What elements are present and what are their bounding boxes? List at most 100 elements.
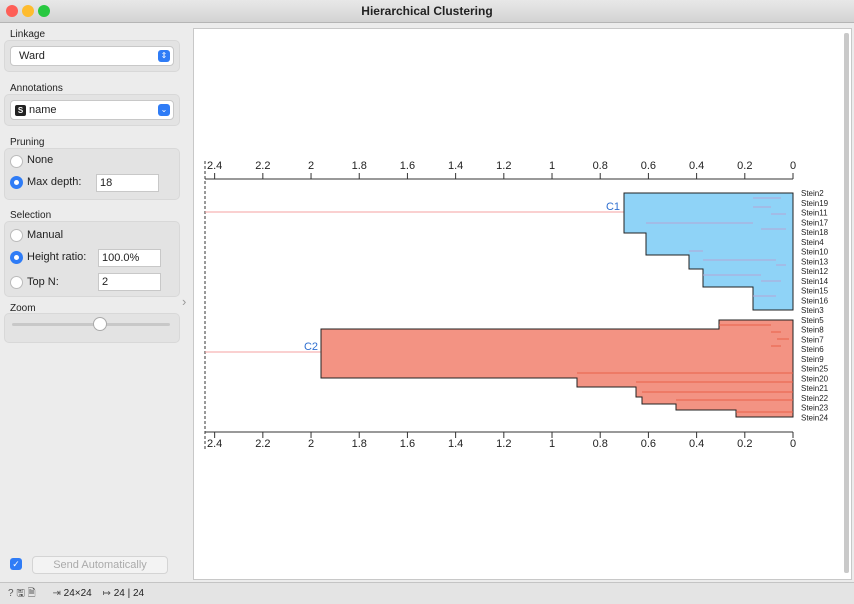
combo-arrow: ⇕ bbox=[158, 50, 170, 62]
section-label: Linkage bbox=[10, 29, 46, 40]
dendrogram-view: C1 C2 2.4 2.4 2.2 2.2 2 2 1.8 1.8 1.6 1.6 1.4 1.4 1.… bbox=[193, 28, 852, 580]
radio-button[interactable] bbox=[10, 251, 23, 264]
leaf-label: Stein9 bbox=[801, 355, 824, 364]
string-icon: S bbox=[15, 105, 26, 116]
dendrogram: C1 C2 2.4 2.4 2.2 2.2 2 2 1.8 1.8 1.6 1.6 1.4 1.4 1.… bbox=[204, 33, 849, 573]
minimize-button[interactable] bbox=[22, 5, 34, 17]
linkage-combo[interactable]: Ward ⇕ bbox=[10, 46, 174, 66]
radio-label: None bbox=[27, 154, 54, 166]
group-box bbox=[4, 313, 180, 343]
combo-value: Ward bbox=[19, 50, 45, 62]
leaf-label: Stein16 bbox=[801, 296, 829, 305]
radio-label: Top N: bbox=[27, 276, 59, 288]
section-label: Pruning bbox=[10, 137, 45, 148]
zoom-slider[interactable] bbox=[12, 323, 170, 326]
bottom-tick-label: 2 bbox=[308, 438, 314, 450]
zoom-button[interactable] bbox=[38, 5, 50, 17]
top-tick-label: 2.2 bbox=[255, 160, 270, 172]
leaf-label: Stein17 bbox=[801, 218, 829, 227]
top-tick-label: 0.8 bbox=[593, 160, 608, 172]
radio-button[interactable] bbox=[10, 176, 23, 189]
bottom-tick-label: 1.6 bbox=[400, 438, 415, 450]
spin-value: 2 bbox=[102, 276, 109, 288]
status-bar: ? 🖫 🗎 ⇥ 24×24 ↦ 24 | 24 bbox=[0, 582, 854, 604]
button-label: Send Automatically bbox=[53, 559, 147, 571]
leaf-label: Stein3 bbox=[801, 306, 824, 315]
scrollbar bbox=[844, 33, 849, 573]
bottom-tick-label: 0.6 bbox=[641, 438, 656, 450]
top-tick-label: 0 bbox=[790, 160, 796, 172]
leaf-label: Stein23 bbox=[801, 404, 829, 413]
top-n-spin[interactable]: 2 bbox=[98, 273, 161, 291]
top-tick-label: 1.2 bbox=[496, 160, 511, 172]
slider-handle[interactable] bbox=[93, 317, 107, 331]
leaf-label: Stein5 bbox=[801, 316, 824, 325]
leaf-label: Stein4 bbox=[801, 238, 824, 247]
leaf-label: Stein14 bbox=[801, 277, 829, 286]
leaf-label: Stein7 bbox=[801, 335, 824, 344]
max-depth-spin[interactable]: 18 bbox=[96, 174, 159, 192]
top-tick-label: 0.4 bbox=[689, 160, 704, 172]
window-title: Hierarchical Clustering bbox=[361, 4, 493, 18]
bottom-tick-label: 1.8 bbox=[352, 438, 367, 450]
leaf-label: Stein11 bbox=[801, 209, 828, 218]
leaf-label: Stein24 bbox=[801, 413, 829, 422]
leaf-label: Stein10 bbox=[801, 248, 829, 257]
bottom-tick-label: 0.2 bbox=[737, 438, 752, 450]
cluster-c1[interactable] bbox=[623, 192, 794, 311]
bottom-tick-label: 1 bbox=[549, 438, 555, 450]
spin-value: 100.0% bbox=[102, 252, 140, 264]
top-tick-label: 1.8 bbox=[352, 160, 367, 172]
section-label: Zoom bbox=[10, 303, 36, 314]
radio-label: Max depth: bbox=[27, 176, 82, 188]
bottom-tick-label: 1.4 bbox=[448, 438, 463, 450]
leaf-label: Stein13 bbox=[801, 257, 829, 266]
bottom-tick-label: 0 bbox=[790, 438, 796, 450]
bottom-tick-label: 0.4 bbox=[689, 438, 704, 450]
top-tick-label: 2 bbox=[308, 160, 314, 172]
spin-value: 18 bbox=[100, 177, 113, 189]
leaf-label: Stein18 bbox=[801, 228, 829, 237]
top-tick-label: 1.4 bbox=[448, 160, 463, 172]
radio-button[interactable] bbox=[10, 276, 23, 289]
bottom-tick-label: 2.2 bbox=[255, 438, 270, 450]
collapse-arrow[interactable]: › bbox=[182, 294, 187, 309]
leaf-label: Stein6 bbox=[801, 345, 824, 354]
radio-button[interactable] bbox=[10, 155, 23, 168]
input-icon: ⇥ bbox=[52, 588, 61, 599]
section-label: Selection bbox=[10, 210, 52, 221]
leaf-label: Stein25 bbox=[801, 365, 829, 374]
height-ratio-spin[interactable]: 100.0% bbox=[98, 249, 161, 267]
leaf-label: Stein15 bbox=[801, 287, 829, 296]
top-tick-label: 2.4 bbox=[207, 160, 222, 172]
bottom-tick-label: 2.4 bbox=[207, 438, 222, 450]
leaf-label: Stein2 bbox=[801, 189, 824, 198]
output-icon: ↦ bbox=[102, 588, 111, 599]
bottom-tick-label: 1.2 bbox=[496, 438, 511, 450]
radio-button[interactable] bbox=[10, 229, 23, 242]
checkbox[interactable]: ✓ bbox=[10, 558, 22, 570]
bottom-tick-label: 0.8 bbox=[593, 438, 608, 450]
send-button[interactable]: Send Automatically bbox=[32, 556, 168, 574]
cluster-label: C1 bbox=[606, 201, 620, 213]
leaf-label: Stein8 bbox=[801, 326, 824, 335]
top-tick-label: 1.6 bbox=[400, 160, 415, 172]
top-tick-label: 0.6 bbox=[641, 160, 656, 172]
top-tick-label: 1 bbox=[549, 160, 555, 172]
top-tick-label: 0.2 bbox=[737, 160, 752, 172]
leaf-label: Stein21 bbox=[801, 384, 829, 393]
output-summary: 24 | 24 bbox=[113, 588, 145, 599]
section-label: Annotations bbox=[10, 83, 63, 94]
leaf-label: Stein22 bbox=[801, 394, 829, 403]
combo-arrow: ⌄ bbox=[158, 104, 170, 116]
status-icons[interactable]: ? 🖫 🗎 bbox=[8, 588, 36, 599]
leaf-label: Stein19 bbox=[801, 199, 829, 208]
close-button[interactable] bbox=[6, 5, 18, 17]
cluster-c2[interactable] bbox=[320, 319, 794, 418]
branch bbox=[646, 197, 786, 297]
combo-value: name bbox=[29, 104, 57, 116]
cluster-label: C2 bbox=[304, 341, 318, 353]
title-bar: Hierarchical Clustering bbox=[0, 0, 854, 23]
